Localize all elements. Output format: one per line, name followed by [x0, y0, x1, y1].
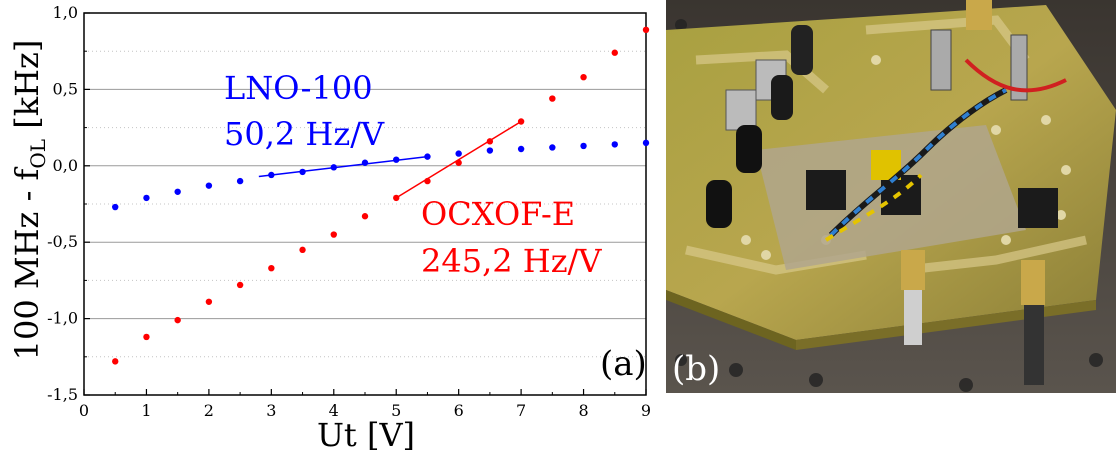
data-point-ocxo	[143, 333, 150, 341]
panel-label-a: (a)	[600, 344, 647, 384]
data-point-ocxo	[424, 177, 431, 185]
data-point-ocxo	[580, 73, 587, 81]
y-tick-label: 1,0	[53, 3, 78, 22]
axes	[83, 12, 647, 396]
x-tick-label: 5	[391, 401, 401, 420]
data-point-lno	[112, 203, 119, 211]
data-points	[112, 26, 650, 365]
y-tick-label: 0,5	[53, 79, 78, 98]
x-tick-label: 8	[578, 401, 588, 420]
data-point-ocxo	[299, 246, 306, 254]
data-point-lno	[299, 168, 306, 176]
data-point-lno	[361, 159, 369, 166]
data-point-lno	[424, 153, 431, 160]
chart-panel: 0 1 2 3 4 5 6 7 8 9 -1,5 -1,0 -0,5 0,0 0,5 1,0 LNO-100 …	[8, 3, 651, 454]
data-point-ocxo	[642, 26, 650, 34]
data-point-lno	[611, 141, 618, 148]
data-point-ocxo	[486, 138, 494, 145]
x-tick-label: 2	[204, 401, 214, 420]
data-point-lno	[517, 145, 525, 153]
data-point-lno	[330, 164, 337, 171]
fit-line-lno	[258, 155, 428, 178]
x-tick-label: 4	[329, 401, 339, 420]
data-point-ocxo	[236, 281, 244, 289]
data-point-lno	[486, 147, 494, 154]
circuit-board-illustration: (b)	[666, 0, 1116, 393]
data-point-ocxo	[174, 316, 181, 324]
data-point-lno	[143, 194, 150, 202]
data-point-lno	[455, 150, 462, 157]
slope-label-ocxo: 245,2 Hz/V	[421, 242, 602, 280]
y-axis-label-main: 100 MHz - f	[8, 166, 46, 360]
data-point-ocxo	[268, 264, 275, 272]
y-axis-label-sub: OL	[26, 139, 50, 169]
tick-labels: 0 1 2 3 4 5 6 7 8 9 -1,5 -1,0 -0,5 0,0 0,5 1,0	[47, 3, 651, 420]
data-point-ocxo	[455, 159, 462, 166]
x-tick-label: 3	[266, 401, 276, 420]
data-point-lno	[174, 188, 181, 195]
y-tick-label: -1,0	[47, 309, 78, 328]
data-point-lno	[549, 144, 556, 151]
data-point-lno	[236, 177, 244, 185]
data-point-lno	[393, 156, 400, 163]
data-point-lno	[268, 171, 275, 179]
data-point-ocxo	[611, 49, 618, 56]
x-tick-label: 1	[141, 401, 151, 420]
x-tick-label: 7	[516, 401, 526, 420]
y-axis-label: 100 MHz - fOL [kHz]	[8, 40, 50, 361]
data-point-ocxo	[205, 298, 213, 305]
data-point-ocxo	[112, 358, 119, 365]
circuit-board-photo: (b)	[666, 0, 1116, 393]
data-point-ocxo	[393, 194, 400, 202]
x-tick-label: 6	[454, 401, 464, 420]
data-point-lno	[580, 142, 587, 150]
data-point-lno	[642, 139, 650, 147]
x-tick-label: 0	[79, 401, 89, 420]
panel-label-b: (b)	[672, 349, 720, 389]
y-axis-label-unit: [kHz]	[8, 40, 46, 139]
data-point-lno	[205, 182, 213, 189]
y-tick-label: -0,5	[47, 232, 78, 251]
data-point-ocxo	[517, 118, 525, 125]
x-axis-label: Ut [V]	[317, 416, 415, 454]
y-tick-label: -1,5	[47, 385, 78, 404]
data-point-ocxo	[549, 95, 556, 102]
series-label-ocxo: OCXOF-E	[421, 195, 575, 233]
y-tick-label: 0,0	[53, 156, 78, 175]
series-label-lno: LNO-100	[224, 69, 373, 107]
x-tick-label: 9	[641, 401, 651, 420]
data-point-ocxo	[330, 231, 337, 238]
data-point-ocxo	[361, 213, 369, 220]
chart-plot: 0 1 2 3 4 5 6 7 8 9-1,5-1,0-0,50,00,51,0 LNO-100 …	[8, 3, 651, 454]
slope-label-lno: 50,2 Hz/V	[224, 115, 385, 153]
